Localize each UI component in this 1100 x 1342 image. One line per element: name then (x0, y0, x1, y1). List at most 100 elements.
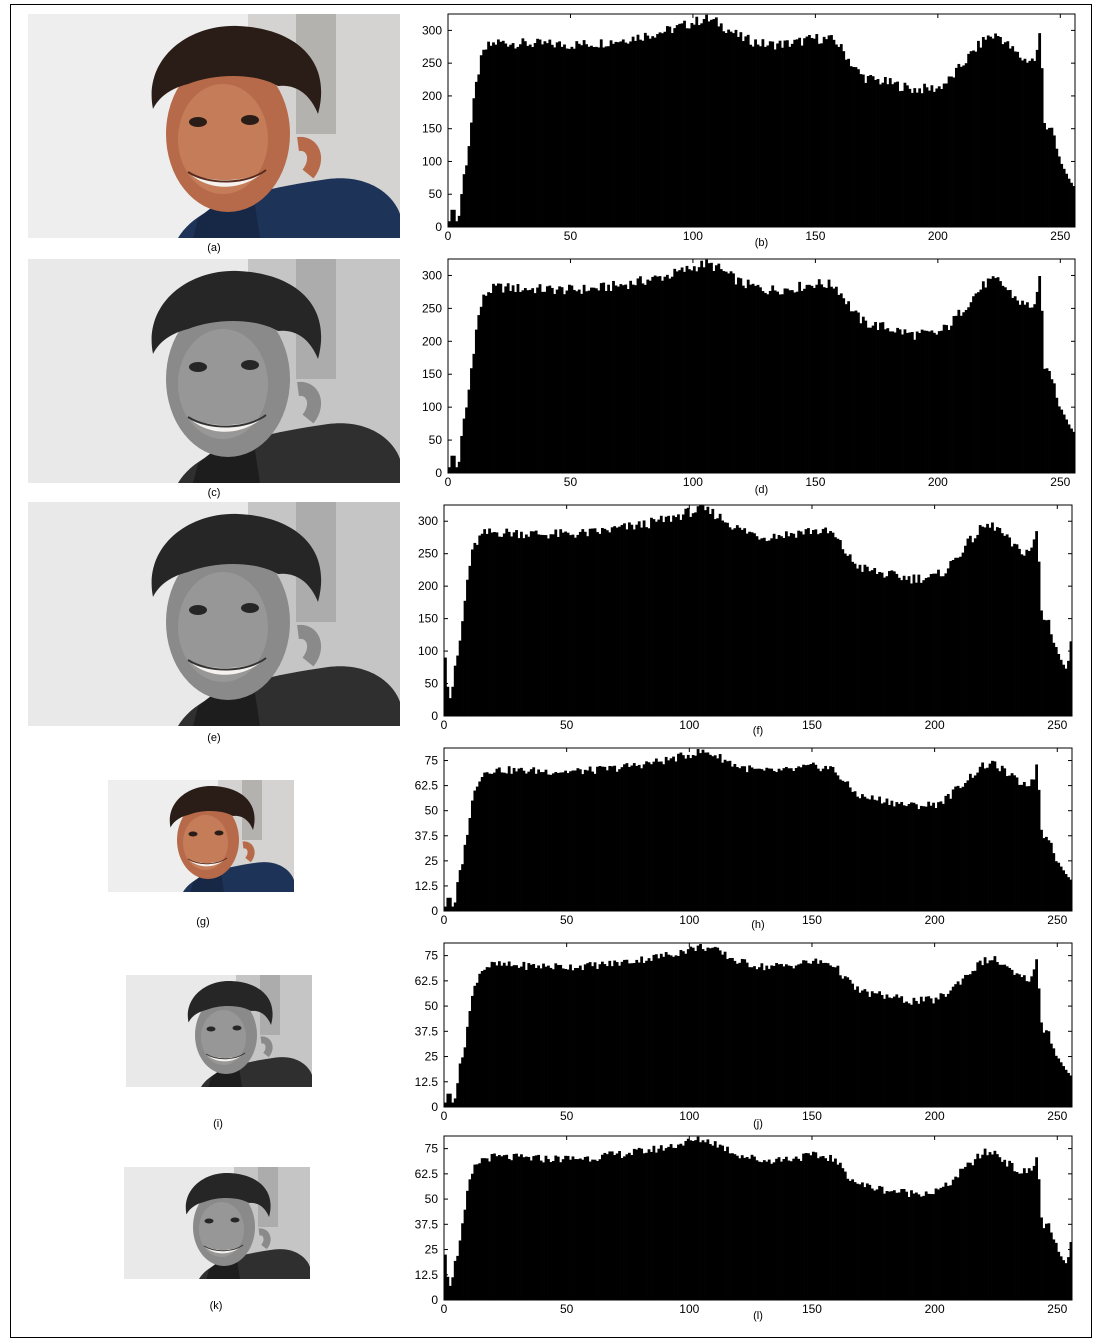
histogram-bar (942, 83, 946, 227)
histogram-bar (512, 965, 516, 1107)
histogram-bar (723, 759, 727, 911)
histogram-bar (1000, 964, 1004, 1107)
histogram-bar (809, 534, 813, 716)
histogram-bar (733, 1154, 737, 1300)
histogram-bar (973, 970, 977, 1107)
histogram-bar (1018, 304, 1022, 473)
histogram-bar (844, 304, 848, 473)
histogram-bar (661, 33, 664, 228)
histogram-bar (615, 962, 619, 1107)
y-tick-label: 50 (429, 187, 443, 201)
histogram-bar (580, 293, 584, 473)
histogram-bar (846, 555, 850, 716)
histogram-bar (760, 1162, 764, 1300)
histogram-bar (924, 996, 928, 1107)
histogram-bar (635, 959, 639, 1107)
histogram-bar (826, 963, 830, 1107)
histogram-bar (651, 276, 655, 473)
histogram-bar (816, 1158, 820, 1300)
histogram-bar (966, 780, 970, 911)
histogram-bar (675, 271, 679, 473)
histogram-bar (490, 961, 494, 1107)
histogram-bar (458, 870, 462, 911)
histogram-bar (527, 963, 531, 1107)
histogram-bar (874, 79, 877, 228)
histogram-bar (861, 74, 865, 227)
histogram-bar (1037, 789, 1041, 911)
histogram-bar (686, 507, 690, 716)
histogram-bar (585, 44, 588, 227)
histogram-bar (527, 1157, 531, 1300)
histogram-bar (830, 35, 833, 228)
x-tick-label: 150 (805, 229, 825, 243)
histogram-bar (452, 209, 456, 227)
y-tick-label: 300 (418, 514, 438, 528)
histogram-bar (667, 954, 671, 1107)
histogram-bar (802, 764, 805, 911)
histogram-bar (554, 529, 558, 716)
histogram-bar (768, 290, 772, 473)
histogram-bar (1040, 310, 1044, 473)
histogram-bar (684, 758, 688, 911)
histogram-bar (1027, 1168, 1031, 1300)
histogram-bar (500, 772, 504, 911)
histogram-bar (726, 959, 729, 1107)
histogram-bar (863, 796, 867, 911)
histogram-bar (591, 528, 594, 716)
histogram-bar (623, 764, 626, 911)
histogram-bar (696, 1136, 700, 1300)
histogram-bar (1033, 60, 1037, 228)
y-tick-label: 37.5 (415, 1024, 439, 1038)
histogram-bar (837, 294, 841, 473)
histogram-bar (1045, 1030, 1048, 1107)
x-tick-label: 0 (441, 913, 448, 927)
histogram-bar (551, 969, 555, 1107)
histogram-bar (738, 527, 742, 716)
histogram-bar (652, 954, 656, 1107)
histogram-bar (781, 47, 784, 227)
x-tick-label: 250 (1047, 1109, 1067, 1123)
histogram-bar (857, 312, 860, 473)
histogram-bar (912, 1193, 916, 1300)
histogram-bar (733, 528, 737, 716)
histogram-bar (554, 963, 558, 1107)
histogram-bar (755, 536, 759, 716)
histogram-bar (645, 1152, 648, 1300)
histogram-bar (780, 1161, 783, 1300)
histogram-bar (892, 571, 896, 716)
histogram-bar (831, 766, 835, 911)
histogram-bar (609, 290, 613, 473)
histogram-bar (478, 535, 482, 716)
histogram-bar (1005, 776, 1009, 911)
histogram-bar (1067, 660, 1070, 716)
histogram-bar (448, 698, 452, 716)
histogram-bar (900, 1189, 904, 1300)
histogram-bar (803, 38, 806, 227)
histogram-bar (1057, 1058, 1061, 1107)
x-tick-label: 200 (925, 913, 945, 927)
histogram-bar (480, 533, 484, 716)
histogram-bar (1055, 148, 1059, 227)
histogram-bar (883, 998, 886, 1107)
histogram-bar (824, 1158, 828, 1300)
histogram-bar (612, 280, 615, 473)
histogram-bar (843, 976, 847, 1107)
y-tick-label: 12.5 (415, 1075, 439, 1089)
histogram-bar (853, 791, 857, 911)
histogram-bar (802, 534, 805, 716)
histogram-bar (547, 538, 550, 716)
histogram-bar (647, 958, 651, 1107)
histogram-bar (576, 768, 580, 911)
histogram-bar (1045, 368, 1049, 473)
histogram-bar (514, 291, 517, 473)
histogram-bar (802, 960, 805, 1107)
histogram-bar (462, 174, 466, 227)
x-tick-label: 200 (925, 1302, 945, 1316)
histogram-bar (910, 802, 913, 911)
histogram-bar (771, 41, 775, 227)
histogram-bar (759, 46, 762, 228)
histogram-bar (477, 315, 481, 473)
histogram-bar (919, 582, 923, 716)
histogram-bar (1043, 368, 1046, 473)
histogram-bar (946, 568, 950, 716)
